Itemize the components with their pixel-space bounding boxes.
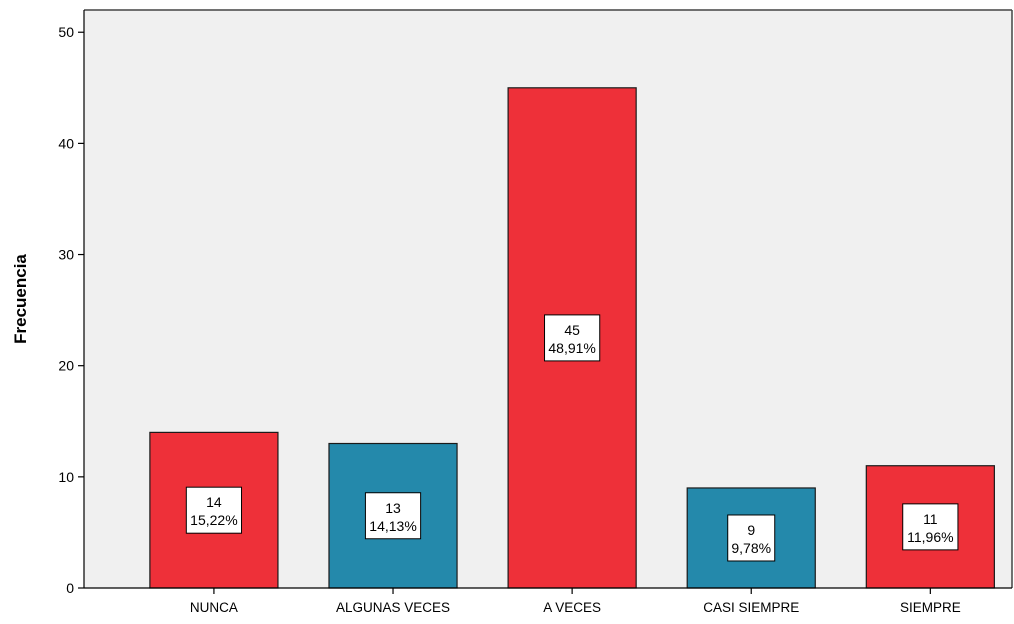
y-tick-label: 20 (58, 358, 74, 374)
y-tick-label: 0 (66, 580, 74, 596)
x-tick-label: NUNCA (190, 600, 238, 615)
y-tick-label: 50 (58, 24, 74, 40)
y-tick-label: 40 (58, 135, 74, 151)
data-label-box (902, 503, 959, 551)
data-label-box (185, 486, 243, 534)
y-tick-label: 10 (58, 469, 74, 485)
data-label-percent: 11,96% (907, 529, 953, 545)
data-label-percent: 14,13% (369, 518, 416, 534)
data-label-value: 9 (747, 522, 755, 538)
data-label-percent: 15,22% (190, 512, 237, 528)
data-label-value: 45 (564, 322, 580, 338)
data-label-box (364, 492, 422, 540)
x-tick-label: A VECES (543, 600, 601, 615)
data-labels: 14 15,22% 13 14,13% 45 48,91% 9 9,78% 11 11,96% (185, 314, 959, 562)
x-tick-label: ALGUNAS VECES (336, 600, 450, 615)
y-ticks: 0 10 20 30 40 50 (58, 24, 84, 596)
data-label-value: 14 (206, 494, 222, 510)
data-label-percent: 9,78% (731, 540, 771, 556)
data-label-box (727, 514, 776, 562)
data-label-percent: 48,91% (548, 340, 595, 356)
data-label-value: 11 (923, 511, 938, 527)
data-label-box (544, 314, 601, 362)
y-tick-label: 30 (58, 247, 74, 263)
x-ticks: NUNCA ALGUNAS VECES A VECES CASI SIEMPRE SIE… (190, 588, 961, 615)
data-label-value: 13 (385, 500, 401, 516)
x-tick-label: SIEMPRE (900, 600, 961, 615)
x-tick-label: CASI SIEMPRE (703, 600, 799, 615)
y-axis-label: Frecuencia (11, 254, 30, 344)
bars (149, 87, 995, 589)
